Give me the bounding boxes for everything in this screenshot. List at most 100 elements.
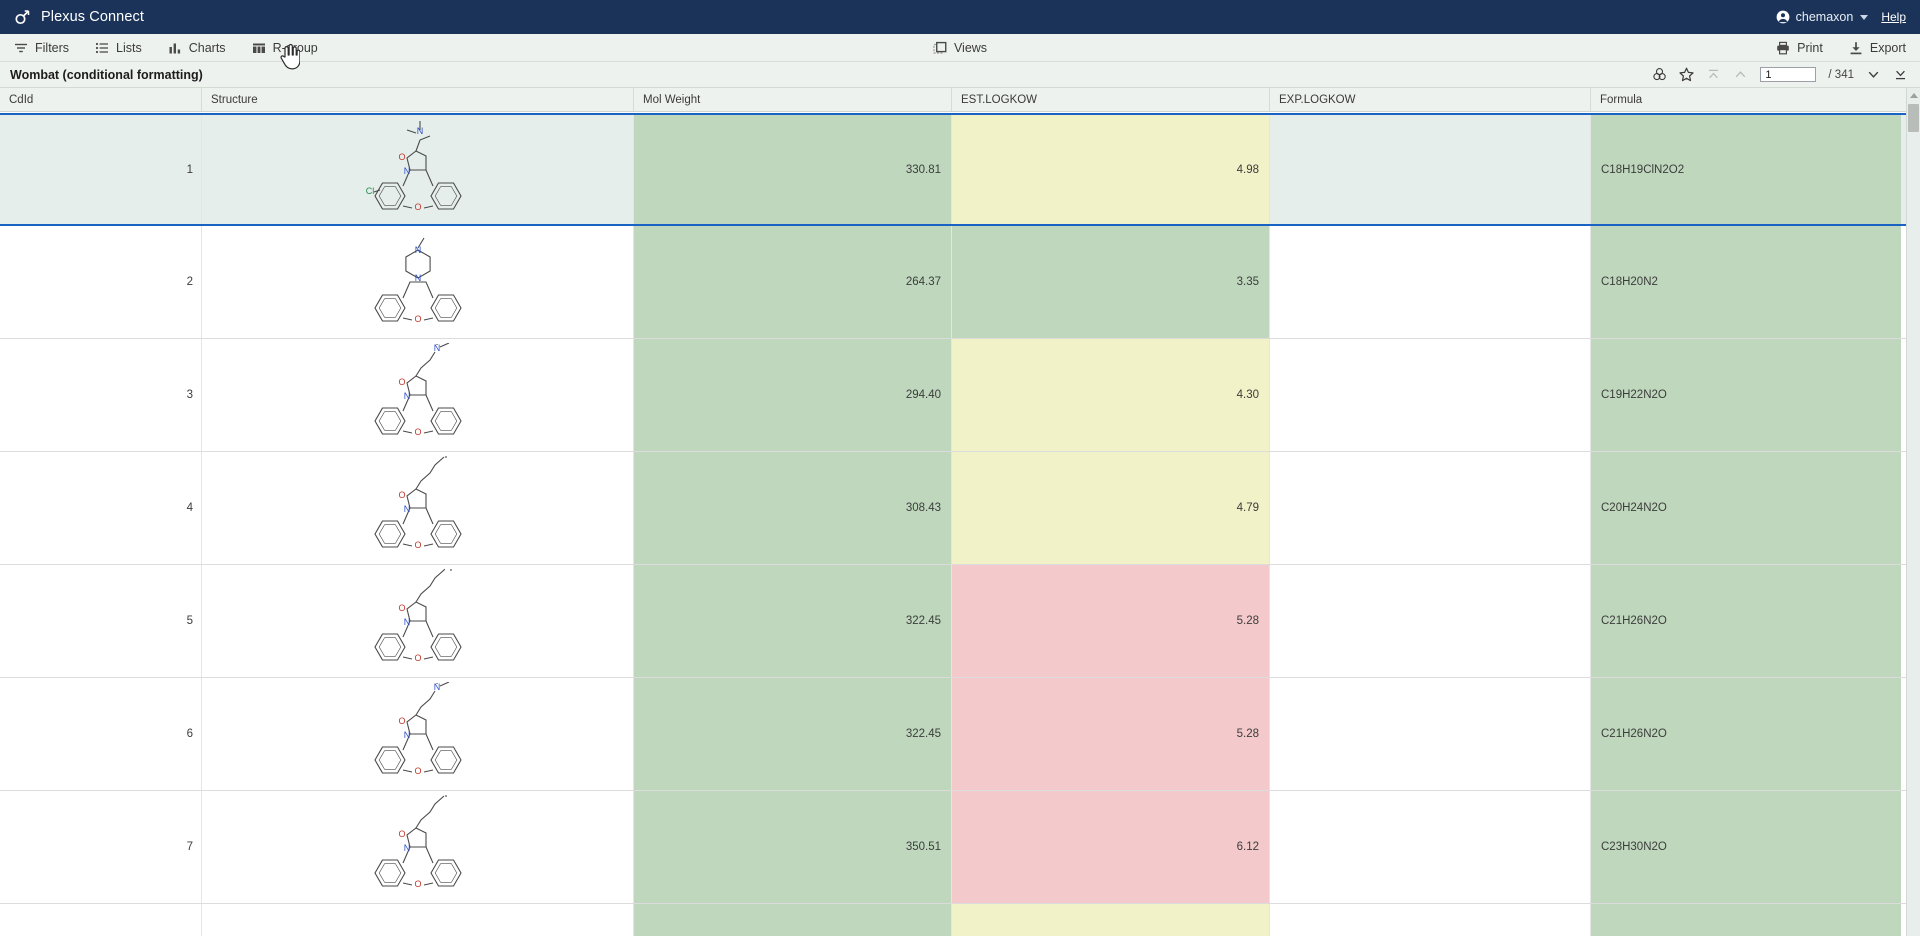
print-button[interactable]: Print <box>1776 41 1823 55</box>
table-row[interactable]: 5ONON322.455.28 C21H26N2O <box>0 565 1920 678</box>
help-link[interactable]: Help <box>1881 10 1906 24</box>
table-row[interactable] <box>0 904 1920 936</box>
cell-est-logkow[interactable] <box>952 904 1270 936</box>
table-row[interactable]: 1 O N O N Cl 330.81 4.98 C18H19ClN2O2 <box>0 113 1920 226</box>
cell-cdid[interactable]: 5 <box>0 565 202 677</box>
cell-formula[interactable]: C21H26N2O <box>1591 678 1901 790</box>
table-row[interactable]: 2 O N N 264.37 3.35 C18H20N2 <box>0 226 1920 339</box>
cell-exp-logkow[interactable] <box>1270 678 1591 790</box>
lists-label: Lists <box>116 40 142 55</box>
toolbar-center-group: Views <box>933 41 987 55</box>
scroll-up-icon[interactable] <box>1907 88 1920 102</box>
cell-est-logkow[interactable]: 6.12 <box>952 791 1270 903</box>
cell-cdid[interactable]: 6 <box>0 678 202 790</box>
cell-structure[interactable] <box>202 904 634 936</box>
scrollbar-thumb[interactable] <box>1908 104 1919 132</box>
molecule-icon[interactable] <box>1652 67 1667 82</box>
r-group-button[interactable]: R-group <box>252 41 318 55</box>
cell-est-logkow[interactable]: 5.28 <box>952 678 1270 790</box>
printer-icon <box>1776 41 1790 55</box>
cell-cdid[interactable]: 3 <box>0 339 202 451</box>
table-row[interactable]: 4ONON308.434.79 C20H24N2O <box>0 452 1920 565</box>
cell-formula[interactable]: C23H30N2O <box>1591 791 1901 903</box>
column-header-structure[interactable]: Structure <box>202 88 634 111</box>
first-page-icon[interactable] <box>1706 67 1721 82</box>
svg-text:O: O <box>414 653 421 663</box>
cell-mol-weight[interactable]: 350.51 <box>634 791 952 903</box>
cell-formula[interactable]: C18H20N2 <box>1591 226 1901 338</box>
svg-text:Cl: Cl <box>365 186 374 196</box>
column-header-cdid[interactable]: CdId <box>0 88 202 111</box>
svg-text:O: O <box>414 879 421 889</box>
charts-button[interactable]: Charts <box>168 41 226 55</box>
svg-text:O: O <box>414 314 421 324</box>
cell-formula[interactable] <box>1591 904 1901 936</box>
toolbar-right-group: Print Export <box>1776 41 1906 55</box>
filters-button[interactable]: Filters <box>14 41 69 55</box>
views-button[interactable]: Views <box>933 41 987 55</box>
prev-page-icon[interactable] <box>1733 67 1748 82</box>
column-header-formula[interactable]: Formula <box>1600 93 1643 106</box>
grid-header-row: CdId Structure Mol Weight EST.LOGKOW EXP… <box>0 88 1920 112</box>
cell-formula[interactable]: C20H24N2O <box>1591 452 1901 564</box>
cell-cdid[interactable]: 1 <box>0 115 202 224</box>
cell-structure[interactable]: O N O N Cl <box>202 115 634 224</box>
cell-formula[interactable]: C18H19ClN2O2 <box>1591 115 1901 224</box>
cell-est-logkow[interactable]: 5.28 <box>952 565 1270 677</box>
svg-text:N: N <box>414 245 421 255</box>
cell-mol-weight[interactable] <box>634 904 952 936</box>
cell-formula[interactable]: C21H26N2O <box>1591 565 1901 677</box>
grid-body[interactable]: 1 O N O N Cl 330.81 4.98 C18H19ClN2O2 2 O N N 264.37 3… <box>0 113 1920 936</box>
table-row[interactable]: 6 O N O N 322.45 5.28 C21H26N2O <box>0 678 1920 791</box>
cell-est-logkow[interactable]: 4.98 <box>952 115 1270 224</box>
chevron-down-icon <box>1860 14 1869 20</box>
cell-exp-logkow[interactable] <box>1270 226 1591 338</box>
vertical-scrollbar[interactable] <box>1906 88 1920 936</box>
cell-est-logkow[interactable]: 3.35 <box>952 226 1270 338</box>
cell-exp-logkow[interactable] <box>1270 115 1591 224</box>
last-page-icon[interactable] <box>1893 67 1908 82</box>
user-menu[interactable]: chemaxon <box>1776 10 1869 24</box>
cell-mol-weight[interactable]: 308.43 <box>634 452 952 564</box>
cell-exp-logkow[interactable] <box>1270 791 1591 903</box>
lists-button[interactable]: Lists <box>95 41 142 55</box>
cell-formula[interactable]: C19H22N2O <box>1591 339 1901 451</box>
svg-text:O: O <box>414 766 421 776</box>
cell-mol-weight[interactable]: 264.37 <box>634 226 952 338</box>
star-icon[interactable] <box>1679 67 1695 82</box>
cell-exp-logkow[interactable] <box>1270 904 1591 936</box>
cell-exp-logkow[interactable] <box>1270 452 1591 564</box>
view-title-bar: Wombat (conditional formatting) <box>0 62 1920 88</box>
cell-cdid[interactable]: 7 <box>0 791 202 903</box>
table-row[interactable]: 3 O N O N 294.40 4.30 C19H22N2O <box>0 339 1920 452</box>
table-row[interactable]: 7ONON350.516.12 C23H30N2O <box>0 791 1920 904</box>
export-button[interactable]: Export <box>1849 41 1906 55</box>
pointing-hand-cursor <box>278 43 301 70</box>
bar-chart-icon <box>168 41 182 55</box>
cell-cdid[interactable] <box>0 904 202 936</box>
cell-mol-weight[interactable]: 330.81 <box>634 115 952 224</box>
cell-est-logkow[interactable]: 4.79 <box>952 452 1270 564</box>
cell-mol-weight[interactable]: 294.40 <box>634 339 952 451</box>
cell-cdid[interactable]: 2 <box>0 226 202 338</box>
next-page-icon[interactable] <box>1866 67 1881 82</box>
column-header-est-logkow[interactable]: EST.LOGKOW <box>952 88 1270 111</box>
cell-mol-weight[interactable]: 322.45 <box>634 678 952 790</box>
cell-est-logkow[interactable]: 4.30 <box>952 339 1270 451</box>
cell-mol-weight[interactable]: 322.45 <box>634 565 952 677</box>
column-header-mol-weight[interactable]: Mol Weight <box>634 88 952 111</box>
cell-exp-logkow[interactable] <box>1270 339 1591 451</box>
list-icon <box>95 41 109 55</box>
svg-text:O: O <box>398 152 405 162</box>
cell-structure[interactable]: O N N <box>202 226 634 338</box>
column-header-exp-logkow[interactable]: EXP.LOGKOW <box>1270 88 1591 111</box>
svg-text:N: N <box>403 730 410 740</box>
page-number-input[interactable] <box>1760 67 1817 82</box>
cell-cdid[interactable]: 4 <box>0 452 202 564</box>
cell-exp-logkow[interactable] <box>1270 565 1591 677</box>
